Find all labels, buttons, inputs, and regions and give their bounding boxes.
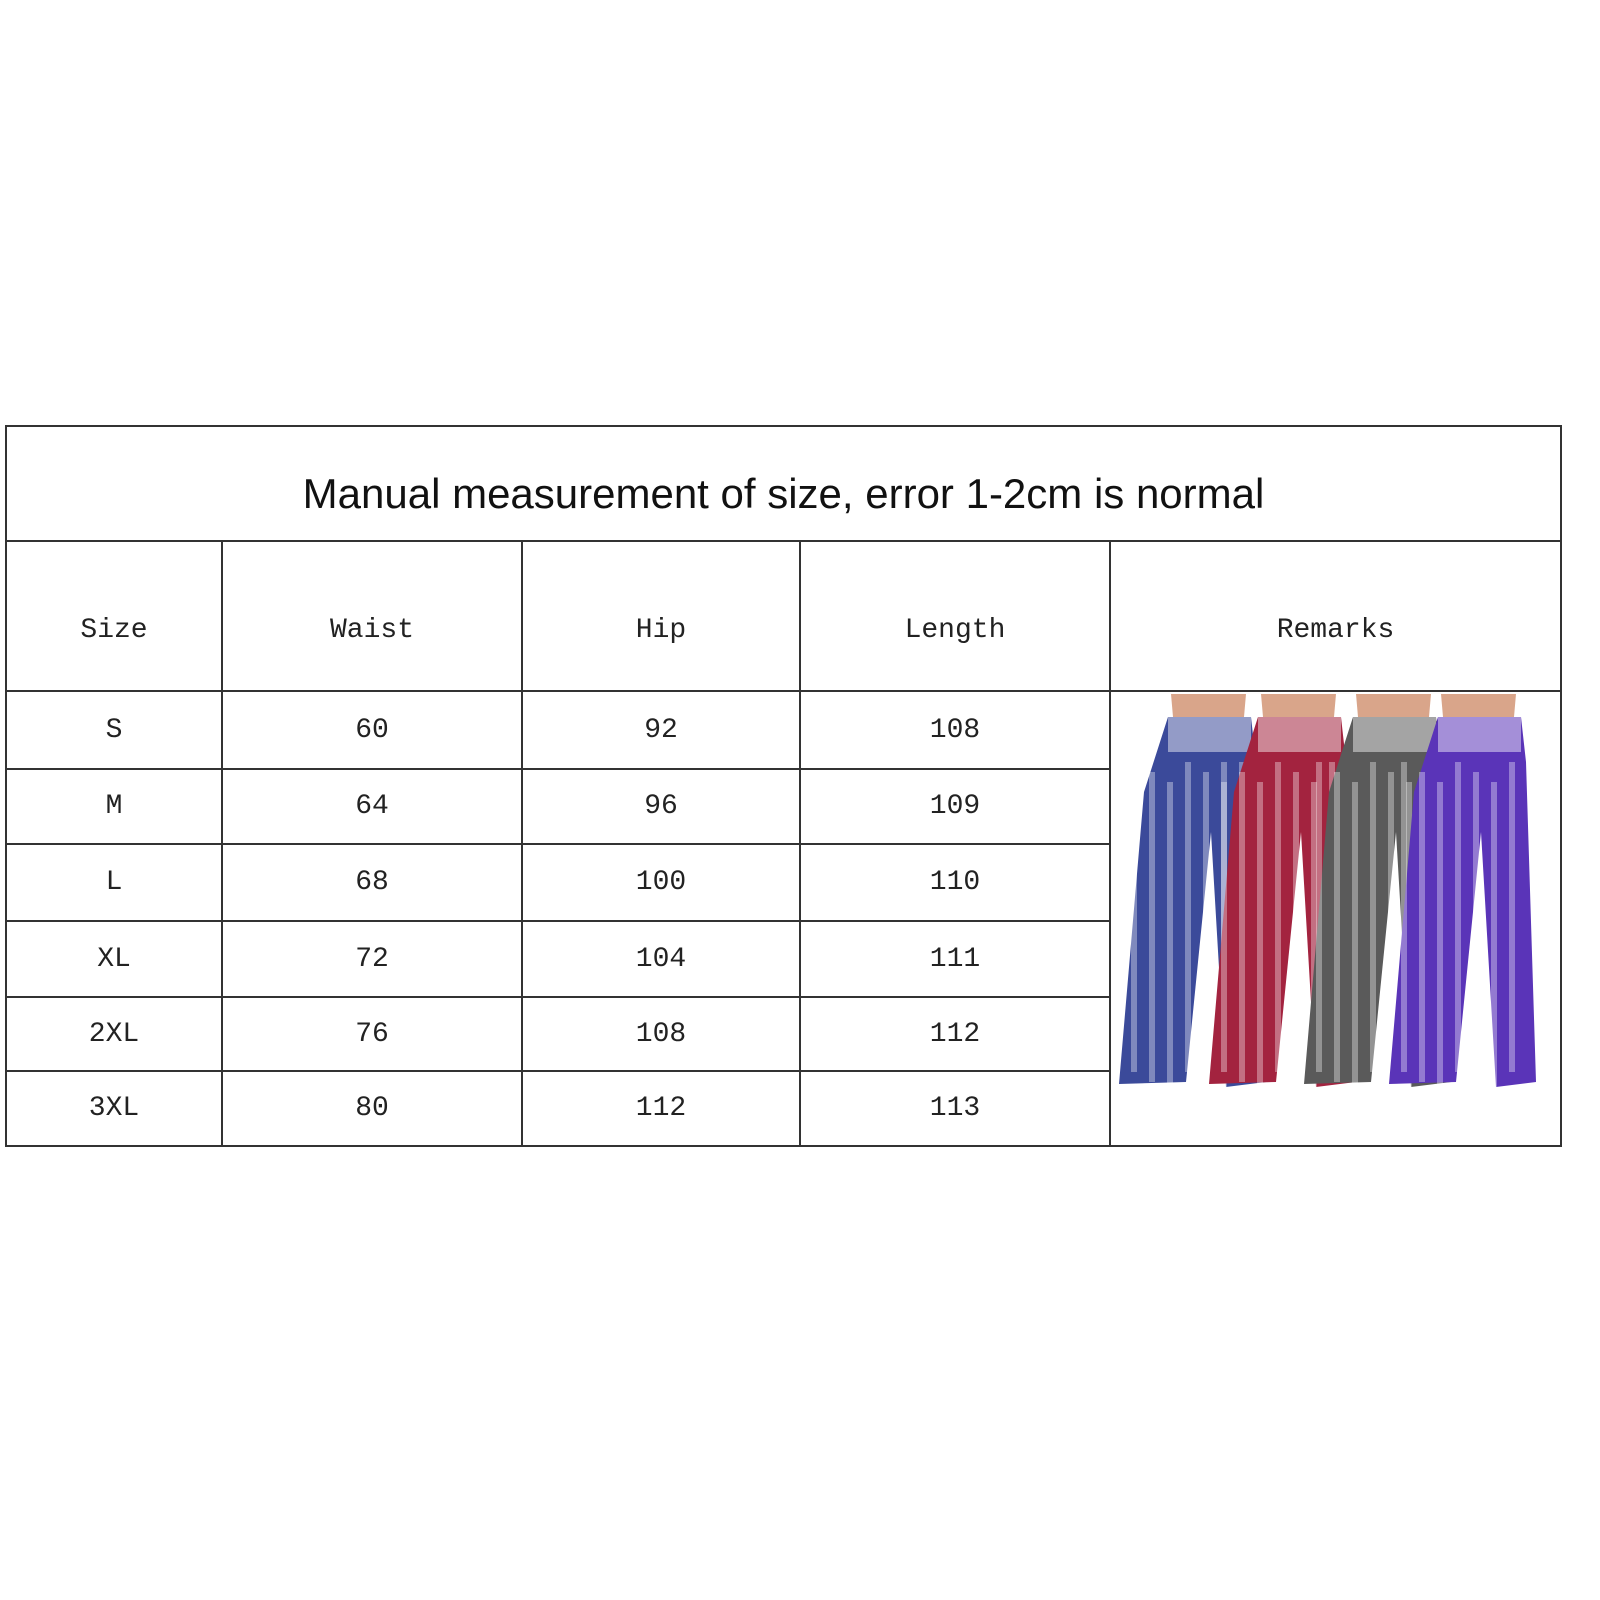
table-cell: 92 xyxy=(523,692,801,770)
header-size: Size xyxy=(7,540,223,692)
table-cell: S xyxy=(7,692,223,770)
table-cell: XL xyxy=(7,922,223,998)
header-waist: Waist xyxy=(223,540,523,692)
table-cell: 3XL xyxy=(7,1072,223,1147)
size-chart: Manual measurement of size, error 1-2cm … xyxy=(5,425,1562,1147)
table-cell: 80 xyxy=(223,1072,523,1147)
table-cell: 68 xyxy=(223,845,523,922)
table-cell: 108 xyxy=(523,998,801,1072)
pants-photo-icon xyxy=(1119,694,1536,1092)
table-cell: 112 xyxy=(523,1072,801,1147)
table-cell: 111 xyxy=(801,922,1111,998)
table-cell: 110 xyxy=(801,845,1111,922)
table-cell: 104 xyxy=(523,922,801,998)
header-length: Length xyxy=(801,540,1111,692)
table-cell: 76 xyxy=(223,998,523,1072)
table-cell: 100 xyxy=(523,845,801,922)
table-cell: 64 xyxy=(223,770,523,845)
pants-4 xyxy=(1389,694,1536,1092)
table-cell: 108 xyxy=(801,692,1111,770)
header-remarks: Remarks xyxy=(1111,540,1562,692)
table-cell: 2XL xyxy=(7,998,223,1072)
table-cell: M xyxy=(7,770,223,845)
table-cell: 60 xyxy=(223,692,523,770)
table-cell: 112 xyxy=(801,998,1111,1072)
table-cell: 72 xyxy=(223,922,523,998)
table-cell: 109 xyxy=(801,770,1111,845)
chart-title: Manual measurement of size, error 1-2cm … xyxy=(7,427,1560,542)
table-cell: 113 xyxy=(801,1072,1111,1147)
header-hip: Hip xyxy=(523,540,801,692)
table-cell: 96 xyxy=(523,770,801,845)
table-cell: L xyxy=(7,845,223,922)
